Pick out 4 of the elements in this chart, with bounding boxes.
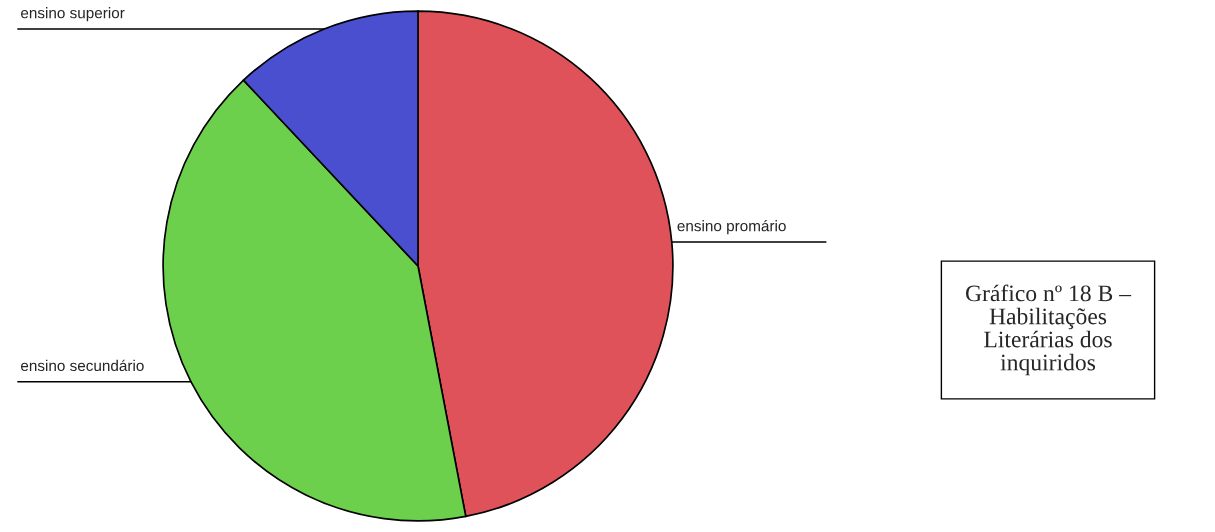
- text: Gráfico nº 18 B – Habilitações Literárias dos inquiridos: [965, 284, 1132, 376]
- slice-label: ensino secundário: [21, 359, 144, 372]
- slice-label: ensino superior: [21, 7, 125, 22]
- slice-label: ensino promário: [677, 219, 786, 235]
